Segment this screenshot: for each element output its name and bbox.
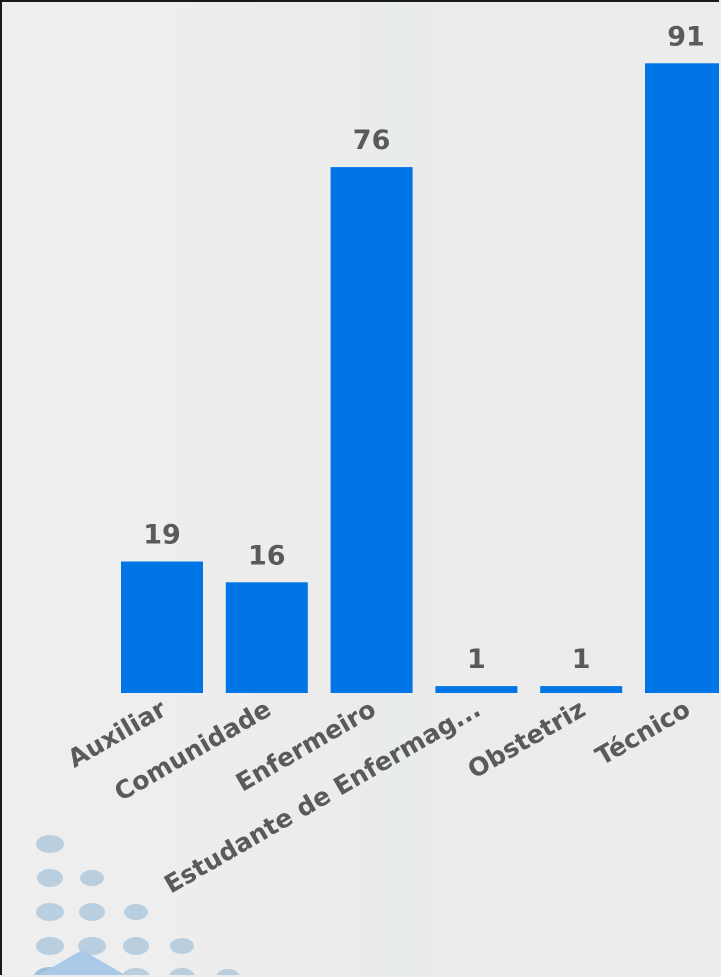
decor-triangle	[38, 950, 126, 975]
decor-dot	[78, 937, 106, 955]
data-labels-group: 19 16 76 1 1 91	[143, 21, 705, 675]
decor-dot	[37, 869, 63, 887]
decor-dot	[124, 904, 148, 920]
x-tick-label-4: Obstetriz	[463, 694, 590, 784]
bar-1[interactable]	[225, 582, 308, 693]
decor-dot	[123, 937, 149, 955]
bar-4[interactable]	[540, 686, 623, 693]
bar-3[interactable]	[435, 686, 518, 693]
data-label-3: 1	[467, 644, 486, 675]
bars-group	[121, 63, 719, 694]
x-tick-label-5: Técnico	[591, 694, 695, 771]
data-label-0: 19	[143, 520, 181, 551]
decor-dot	[36, 835, 64, 853]
decor-dot	[36, 903, 64, 921]
decor-dot	[170, 938, 194, 954]
decor-dot	[216, 969, 240, 975]
bar-0[interactable]	[121, 561, 203, 694]
decor-dot	[36, 937, 64, 955]
data-label-2: 76	[353, 125, 391, 156]
bar-2[interactable]	[330, 167, 413, 694]
decor-dot	[169, 968, 195, 975]
bar-5[interactable]	[645, 63, 719, 694]
data-label-1: 16	[248, 540, 286, 571]
decor-dot	[122, 968, 150, 975]
data-label-5: 91	[667, 21, 705, 52]
decor-dot	[80, 870, 104, 886]
decor-dot	[79, 903, 105, 921]
data-label-4: 1	[572, 644, 591, 675]
decorative-dots	[34, 835, 240, 975]
